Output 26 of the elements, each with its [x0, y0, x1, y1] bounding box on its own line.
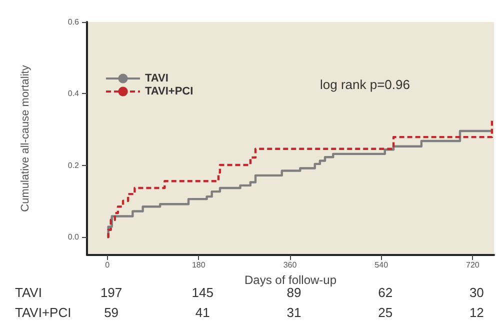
text: TAVI: [15, 285, 42, 300]
text: TAVI+PCI: [15, 305, 72, 320]
text: 197: [100, 285, 122, 300]
text: 145: [192, 285, 214, 300]
text: 30: [469, 285, 484, 300]
y-axis-title: Cumulative all-cause mortality: [20, 64, 32, 212]
x-tick-label: 180: [192, 260, 206, 270]
legend-label: TAVI+PCI: [145, 86, 194, 98]
y-tick-label: 0.2: [68, 160, 80, 170]
text: 89: [286, 285, 302, 300]
y-tick-label: 0.0: [68, 232, 80, 242]
x-tick-label: 720: [466, 260, 480, 270]
x-axis-title: Days of follow-up: [244, 273, 337, 287]
text: 25: [378, 305, 393, 320]
legend-label: TAVI: [145, 72, 168, 84]
text: 12: [469, 305, 484, 320]
annotation: log rank p=0.96: [320, 77, 410, 92]
y-tick-label: 0.6: [68, 18, 80, 26]
y-tick-label: 0.4: [68, 89, 80, 98]
text: 62: [378, 285, 393, 300]
x-tick-label: 360: [283, 260, 298, 270]
text: 59: [104, 305, 119, 320]
x-tick-label: 540: [374, 260, 389, 270]
x-tick-label: 0: [105, 260, 110, 270]
text: 41: [195, 305, 210, 320]
text: 31: [286, 305, 302, 320]
